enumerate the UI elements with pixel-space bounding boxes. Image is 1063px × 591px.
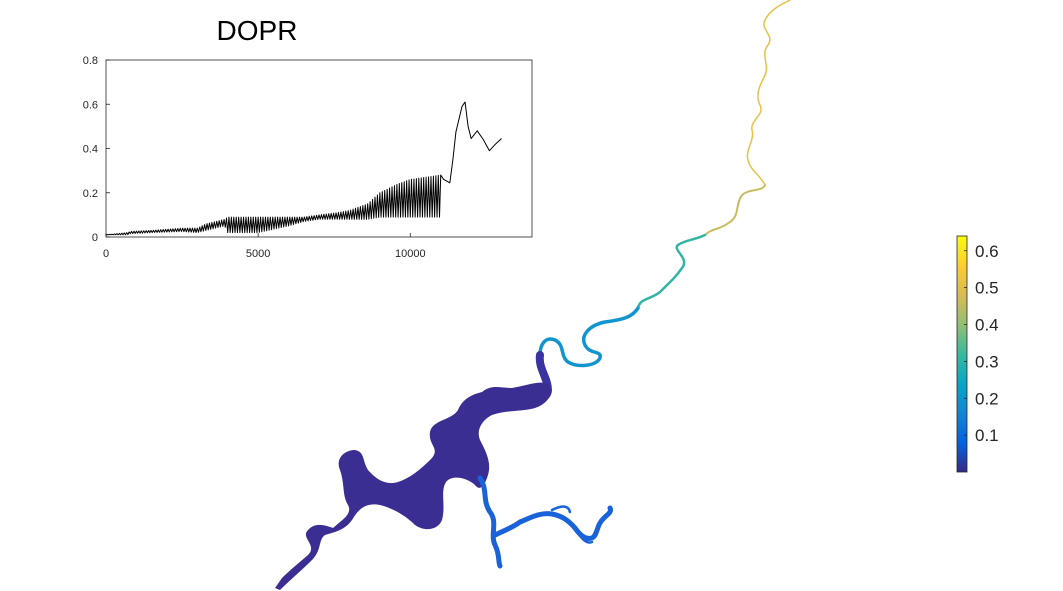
y-tick-label: 0.2	[83, 188, 98, 200]
colorbar: 0.1 0.2 0.3 0.4 0.5 0.6	[956, 235, 999, 473]
colorbar-ticks: 0.1 0.2 0.3 0.4 0.5 0.6	[964, 242, 999, 445]
y-tick-label: 0.6	[83, 99, 98, 111]
river-segment-top	[746, 0, 791, 186]
river-map	[275, 0, 791, 590]
series-line	[105, 101, 502, 236]
x-axis-ticks: 0 5000 10000	[103, 233, 426, 260]
colorbar-gradient	[956, 235, 968, 473]
river-segment-upper	[636, 233, 707, 310]
colorbar-tick-label: 0.1	[975, 426, 999, 445]
x-tick-label: 0	[103, 248, 109, 260]
y-axis-ticks: 0 0.2 0.4 0.6 0.8	[83, 55, 110, 244]
colorbar-tick-label: 0.5	[975, 279, 999, 298]
reservoir-body	[275, 382, 551, 590]
x-tick-label: 10000	[395, 248, 426, 260]
chart-title: DOPR	[217, 15, 298, 46]
colorbar-tick-label: 0.2	[975, 389, 999, 408]
data-series	[105, 101, 502, 236]
river-segment-east-branch-side	[550, 505, 594, 544]
inset-chart: DOPR 0 5000 10000 0 0.2 0.4 0.6 0.8	[83, 15, 533, 260]
y-tick-label: 0.4	[83, 144, 98, 156]
x-tick-label: 5000	[246, 248, 270, 260]
river-segment-east-branch	[477, 475, 613, 569]
river-segment-mid	[538, 306, 640, 368]
river-segment-high	[704, 184, 766, 236]
y-tick-label: 0	[92, 232, 98, 244]
colorbar-tick-label: 0.3	[975, 352, 999, 371]
plot-area	[105, 59, 533, 238]
y-tick-label: 0.8	[83, 55, 98, 67]
colorbar-tick-label: 0.6	[975, 242, 999, 261]
colorbar-tick-label: 0.4	[975, 316, 999, 335]
